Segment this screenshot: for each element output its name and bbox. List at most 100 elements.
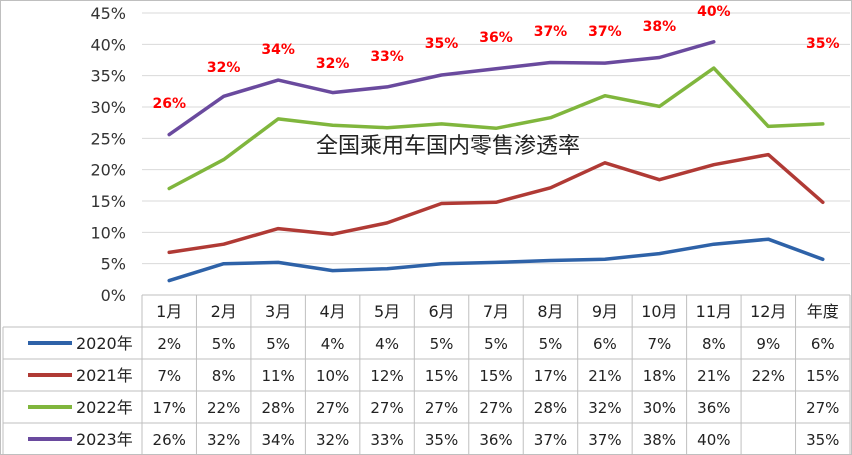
- x-tick-label: 10月: [641, 302, 677, 321]
- table-cell: 32%: [588, 399, 621, 417]
- table-cell: 7%: [157, 367, 181, 385]
- table-cell: 28%: [261, 399, 294, 417]
- data-label: 35%: [806, 36, 840, 52]
- x-tick-label: 3月: [265, 302, 291, 321]
- table-cell: 8%: [212, 367, 236, 385]
- table-cell: 40%: [697, 431, 730, 449]
- x-tick-label: 年度: [807, 302, 839, 321]
- y-tick-label: 35%: [90, 67, 126, 86]
- table-cell: 15%: [479, 367, 512, 385]
- y-tick-label: 15%: [90, 192, 126, 211]
- table-cell: 21%: [697, 367, 730, 385]
- x-tick-label: 6月: [428, 302, 454, 321]
- table-cell: 4%: [375, 335, 399, 353]
- table-cell: 6%: [811, 335, 835, 353]
- legend-entry: 2020年: [76, 334, 133, 353]
- table-cell: 37%: [534, 431, 567, 449]
- y-axis-ticks: 0% 5% 10% 15% 20% 25% 30% 35% 40% 45%: [90, 4, 126, 305]
- table-cell: 21%: [588, 367, 621, 385]
- x-tick-label: 12月: [750, 302, 786, 321]
- table-cell: 34%: [261, 431, 294, 449]
- table-cell: 12%: [370, 367, 403, 385]
- data-label: 32%: [316, 56, 350, 72]
- y-tick-label: 25%: [90, 129, 126, 148]
- table-cell: 18%: [643, 367, 676, 385]
- x-tick-label: 8月: [537, 302, 563, 321]
- table-cell: 26%: [153, 431, 186, 449]
- chart-title: 全国乘用车国内零售渗透率: [316, 134, 580, 159]
- table-cell: 5%: [212, 335, 236, 353]
- series-line-2023年: [167, 40, 716, 137]
- table-cell: 36%: [697, 399, 730, 417]
- table-cell: 27%: [425, 399, 458, 417]
- x-tick-label: 1月: [156, 302, 182, 321]
- y-tick-label: 30%: [90, 98, 126, 117]
- x-tick-label: 7月: [483, 302, 509, 321]
- table-cell: 5%: [430, 335, 454, 353]
- y-tick-label: 0%: [101, 286, 126, 305]
- series-line-2021年: [167, 152, 825, 255]
- data-label: 38%: [643, 19, 677, 35]
- series-line-2020年: [167, 237, 825, 283]
- table-cell: 9%: [756, 335, 780, 353]
- table-cell: 17%: [534, 367, 567, 385]
- x-tick-label: 11月: [696, 302, 732, 321]
- table-cell: 27%: [479, 399, 512, 417]
- x-tick-label: 2月: [211, 302, 237, 321]
- table-cell: 30%: [643, 399, 676, 417]
- legend-entry: 2022年: [76, 398, 133, 417]
- table-cell: 15%: [806, 367, 839, 385]
- table-cell: 33%: [370, 431, 403, 449]
- series-line-2022年: [167, 66, 825, 191]
- y-tick-label: 40%: [90, 35, 126, 54]
- table-cell: 15%: [425, 367, 458, 385]
- data-label: 35%: [425, 36, 459, 52]
- data-label: 37%: [534, 24, 568, 40]
- table-cell: 38%: [643, 431, 676, 449]
- series-lines: [167, 40, 825, 283]
- table-cell: 4%: [321, 335, 345, 353]
- table-cell: 6%: [593, 335, 617, 353]
- x-tick-label: 5月: [374, 302, 400, 321]
- legend-entry: 2021年: [76, 366, 133, 385]
- x-tick-label: 4月: [320, 302, 346, 321]
- table-cell: 10%: [316, 367, 349, 385]
- table-cell: 5%: [266, 335, 290, 353]
- data-label: 34%: [261, 42, 295, 58]
- data-label: 33%: [370, 49, 404, 65]
- data-labels: 26% 32% 34% 32% 33% 35% 36% 37% 37% 38% 40% 35%: [152, 4, 839, 112]
- data-table: 1月 2月 3月 4月 5月 6月 7月 8月 9月 10月 11月 12月 年度 2020年 2% 5% 5%…: [2, 294, 851, 455]
- table-cell: 8%: [702, 335, 726, 353]
- table-cell: 11%: [261, 367, 294, 385]
- y-tick-label: 5%: [101, 255, 126, 274]
- table-cell: 27%: [370, 399, 403, 417]
- table-cell: 37%: [588, 431, 621, 449]
- table-cell: 28%: [534, 399, 567, 417]
- table-cell: 17%: [153, 399, 186, 417]
- data-label: 36%: [479, 30, 513, 46]
- data-label: 40%: [697, 4, 731, 20]
- x-tick-label: 9月: [592, 302, 618, 321]
- table-cell: 22%: [207, 399, 240, 417]
- table-cell: 5%: [539, 335, 563, 353]
- y-tick-label: 20%: [90, 161, 126, 180]
- table-cell: 22%: [752, 367, 785, 385]
- y-tick-label: 45%: [90, 4, 126, 23]
- table-cell: 2%: [157, 335, 181, 353]
- table-cell: 32%: [207, 431, 240, 449]
- data-label: 37%: [588, 24, 622, 40]
- legend-entry: 2023年: [76, 430, 133, 449]
- y-tick-label: 10%: [90, 223, 126, 242]
- table-cell: 5%: [484, 335, 508, 353]
- table-cell: 7%: [647, 335, 671, 353]
- data-label: 32%: [207, 60, 241, 76]
- table-cell: 35%: [425, 431, 458, 449]
- table-cell: 27%: [806, 399, 839, 417]
- table-cell: 36%: [479, 431, 512, 449]
- table-cell: 35%: [806, 431, 839, 449]
- data-label: 26%: [152, 96, 186, 112]
- table-cell: 27%: [316, 399, 349, 417]
- table-cell: 32%: [316, 431, 349, 449]
